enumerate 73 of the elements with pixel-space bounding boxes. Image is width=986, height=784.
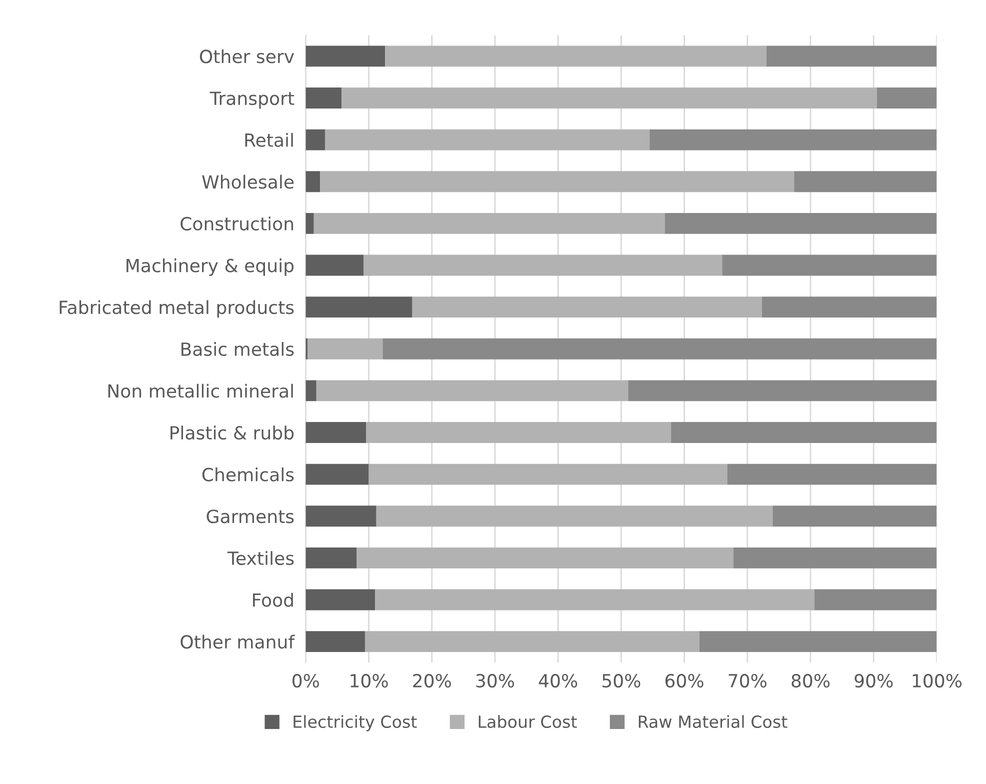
bar <box>306 88 342 108</box>
y-tick-label: Garments <box>206 510 294 524</box>
legend-label: Raw Material Cost <box>638 715 788 728</box>
x-tick-label: 40% <box>538 674 578 688</box>
bar <box>306 380 316 402</box>
bar <box>699 631 937 652</box>
bar <box>814 589 937 610</box>
bar <box>320 171 794 192</box>
bar <box>382 338 937 360</box>
bar <box>306 506 376 527</box>
y-tick-label: Other manuf <box>180 634 295 649</box>
bar <box>385 46 766 67</box>
bar <box>306 129 326 150</box>
x-tick-label: 100% <box>912 674 962 688</box>
bar <box>671 422 937 443</box>
y-tick-label: Non metallic mineral <box>108 384 293 398</box>
bar <box>314 212 665 234</box>
y-tick-label: Retail <box>245 132 293 147</box>
x-tick-label: 80% <box>792 674 830 688</box>
bar <box>306 464 369 485</box>
bar <box>306 254 364 276</box>
x-tick-label: 90% <box>854 674 893 688</box>
bar <box>364 254 722 276</box>
legend-label: Labour Cost <box>478 715 577 728</box>
bar <box>628 380 937 402</box>
bar <box>366 422 672 443</box>
bar <box>412 296 762 318</box>
bar <box>306 631 365 652</box>
bar <box>325 129 650 150</box>
y-tick-label: Wholesale <box>202 174 294 189</box>
bar <box>727 464 937 485</box>
bar <box>766 46 937 67</box>
bar <box>375 589 814 610</box>
bar <box>664 212 937 234</box>
y-tick-label: Construction <box>180 216 294 231</box>
bar <box>376 506 773 527</box>
bar <box>772 506 937 527</box>
y-tick-label: Textiles <box>227 551 294 566</box>
y-tick-label: Fabricated metal products <box>60 300 294 318</box>
bar <box>306 422 366 443</box>
x-tick-label: 20% <box>413 674 451 688</box>
bar <box>356 547 734 568</box>
bar <box>306 46 386 67</box>
x-tick-label: 50% <box>602 674 640 688</box>
bar <box>722 254 937 276</box>
bar <box>364 631 700 652</box>
bar <box>734 547 937 568</box>
bar <box>306 589 376 610</box>
x-tick-label: 0% <box>292 674 319 688</box>
bar <box>342 88 877 108</box>
y-tick-label: Machinery & equip <box>126 258 294 276</box>
bar <box>794 171 937 192</box>
x-tick-label: 60% <box>665 674 704 688</box>
y-tick-label: Plastic & rubb <box>170 426 294 440</box>
bar <box>306 212 314 234</box>
y-tick-label: Basic metals <box>182 342 294 356</box>
bar <box>306 547 357 568</box>
x-tick-label: 70% <box>728 674 766 688</box>
bar <box>306 171 320 192</box>
bar <box>306 296 412 318</box>
bar <box>316 380 628 402</box>
bar <box>308 338 383 360</box>
legend-label: Electricity Cost <box>294 715 417 732</box>
bar <box>762 296 937 318</box>
bar <box>876 88 937 108</box>
x-tick-label: 30% <box>476 674 514 688</box>
y-tick-label: Transport <box>210 92 294 109</box>
y-tick-label: Chemicals <box>202 467 294 482</box>
y-tick-label: Other serv <box>200 49 294 64</box>
bar <box>368 464 728 485</box>
bar <box>650 129 937 150</box>
x-tick-label: 10% <box>350 674 388 688</box>
y-tick-label: Food <box>253 592 293 607</box>
